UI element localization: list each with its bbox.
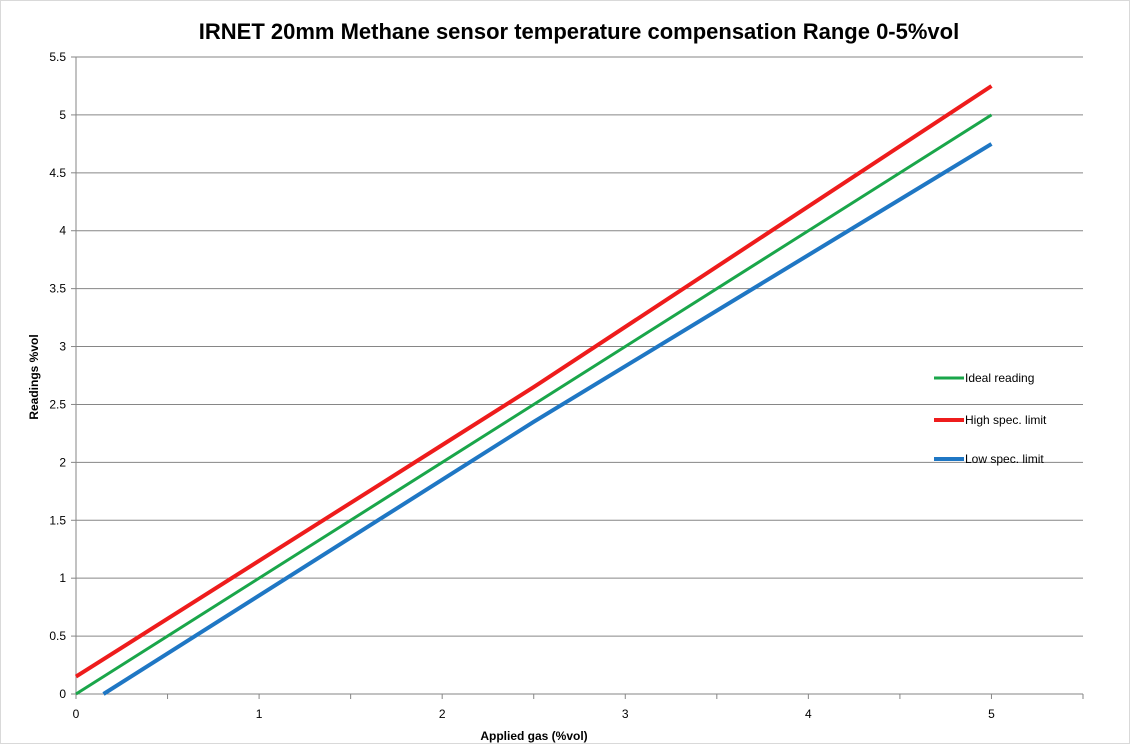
series-line-ideal-reading [75,113,993,696]
y-tick-label: 2.5 [49,397,66,411]
y-tick-label: 1 [59,571,66,585]
legend-label: Low spec. limit [965,452,1044,466]
axes [71,56,1084,699]
x-tick-label: 2 [439,707,446,721]
series-line-low-spec-limit [102,142,993,696]
x-tick-label: 5 [988,707,995,721]
y-tick-label: 0.5 [49,629,66,643]
y-tick-label: 4 [59,224,66,238]
x-tick-label: 0 [73,707,80,721]
x-tick-label: 4 [805,707,812,721]
tick-labels: 0 0.5 1 1.5 2 2.5 3 3.5 4 4.5 5 5.5 0 1 2 3 4 5 [49,50,995,721]
y-tick-label: 3 [59,340,66,354]
series-line-high-spec-limit [74,84,993,679]
y-tick-label: 2 [59,455,66,469]
y-tick-label: 5.5 [49,50,66,64]
y-tick-label: 5 [59,108,66,122]
legend: Ideal reading High spec. limit Low spec. l… [934,371,1047,466]
y-tick-label: 3.5 [49,282,66,296]
x-axis-title: Applied gas (%vol) [480,729,587,743]
y-tick-label: 4.5 [49,166,66,180]
x-tick-label: 1 [256,707,263,721]
y-axis-title: Readings %vol [27,334,41,419]
series-lines [74,84,993,696]
grid-lines [76,56,1083,637]
y-tick-label: 1.5 [49,513,66,527]
legend-label: High spec. limit [965,413,1047,427]
legend-label: Ideal reading [965,371,1034,385]
x-tick-label: 3 [622,707,629,721]
chart-title: IRNET 20mm Methane sensor temperature co… [199,19,959,44]
y-tick-label: 0 [59,687,66,701]
